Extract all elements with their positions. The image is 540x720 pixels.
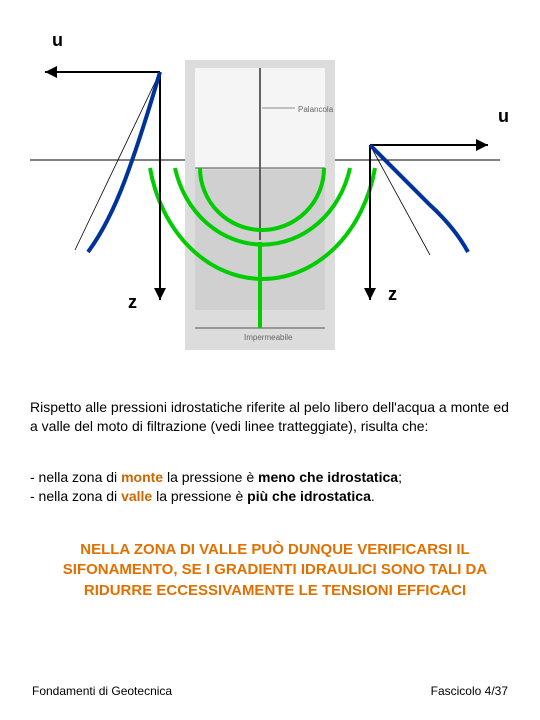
b2b: la pressione è [152,488,247,504]
right-pressure-curve [370,145,468,252]
right-z-arrow [364,288,376,300]
label-z-left: z [128,292,137,313]
paragraph-1: Rispetto alle pressioni idrostatiche rif… [30,398,520,436]
diagram-area: Palancola Impermeabile [0,30,540,370]
b2a: - nella zona di [30,488,121,504]
label-u-right: u [498,106,509,127]
left-pressure-curve [88,72,160,252]
center-text-palancola: Palancola [298,105,334,114]
b1a: - nella zona di [30,469,121,485]
center-text-imperm: Impermeabile [244,333,293,342]
b1-monte: monte [121,469,163,485]
b2c: più che idrostatica [247,488,371,504]
bullet-2: - nella zona di valle la pressione è più… [30,487,520,506]
bullets: - nella zona di monte la pressione è men… [30,468,520,506]
footer-left: Fondamenti di Geotecnica [32,684,172,698]
left-u-arrow [45,66,57,78]
left-z-arrow [154,288,166,300]
highlight-text: NELLA ZONA DI VALLE PUÒ DUNQUE VERIFICAR… [40,540,510,601]
footer-right: Fascicolo 4/37 [431,684,508,698]
right-hydrostatic [370,145,430,255]
para1-text: Rispetto alle pressioni idrostatiche rif… [30,399,509,434]
b1b: la pressione è [163,469,258,485]
diagram-svg: Palancola Impermeabile [0,30,540,370]
bullet-1: - nella zona di monte la pressione è men… [30,468,520,487]
right-u-arrow [476,139,488,151]
b1c: meno che idrostatica [258,469,398,485]
b2e: . [371,488,375,504]
label-u-left: u [52,30,63,51]
b1e: ; [398,469,402,485]
b2-valle: valle [121,488,152,504]
left-hydrostatic [75,72,160,250]
label-z-right: z [388,284,397,305]
